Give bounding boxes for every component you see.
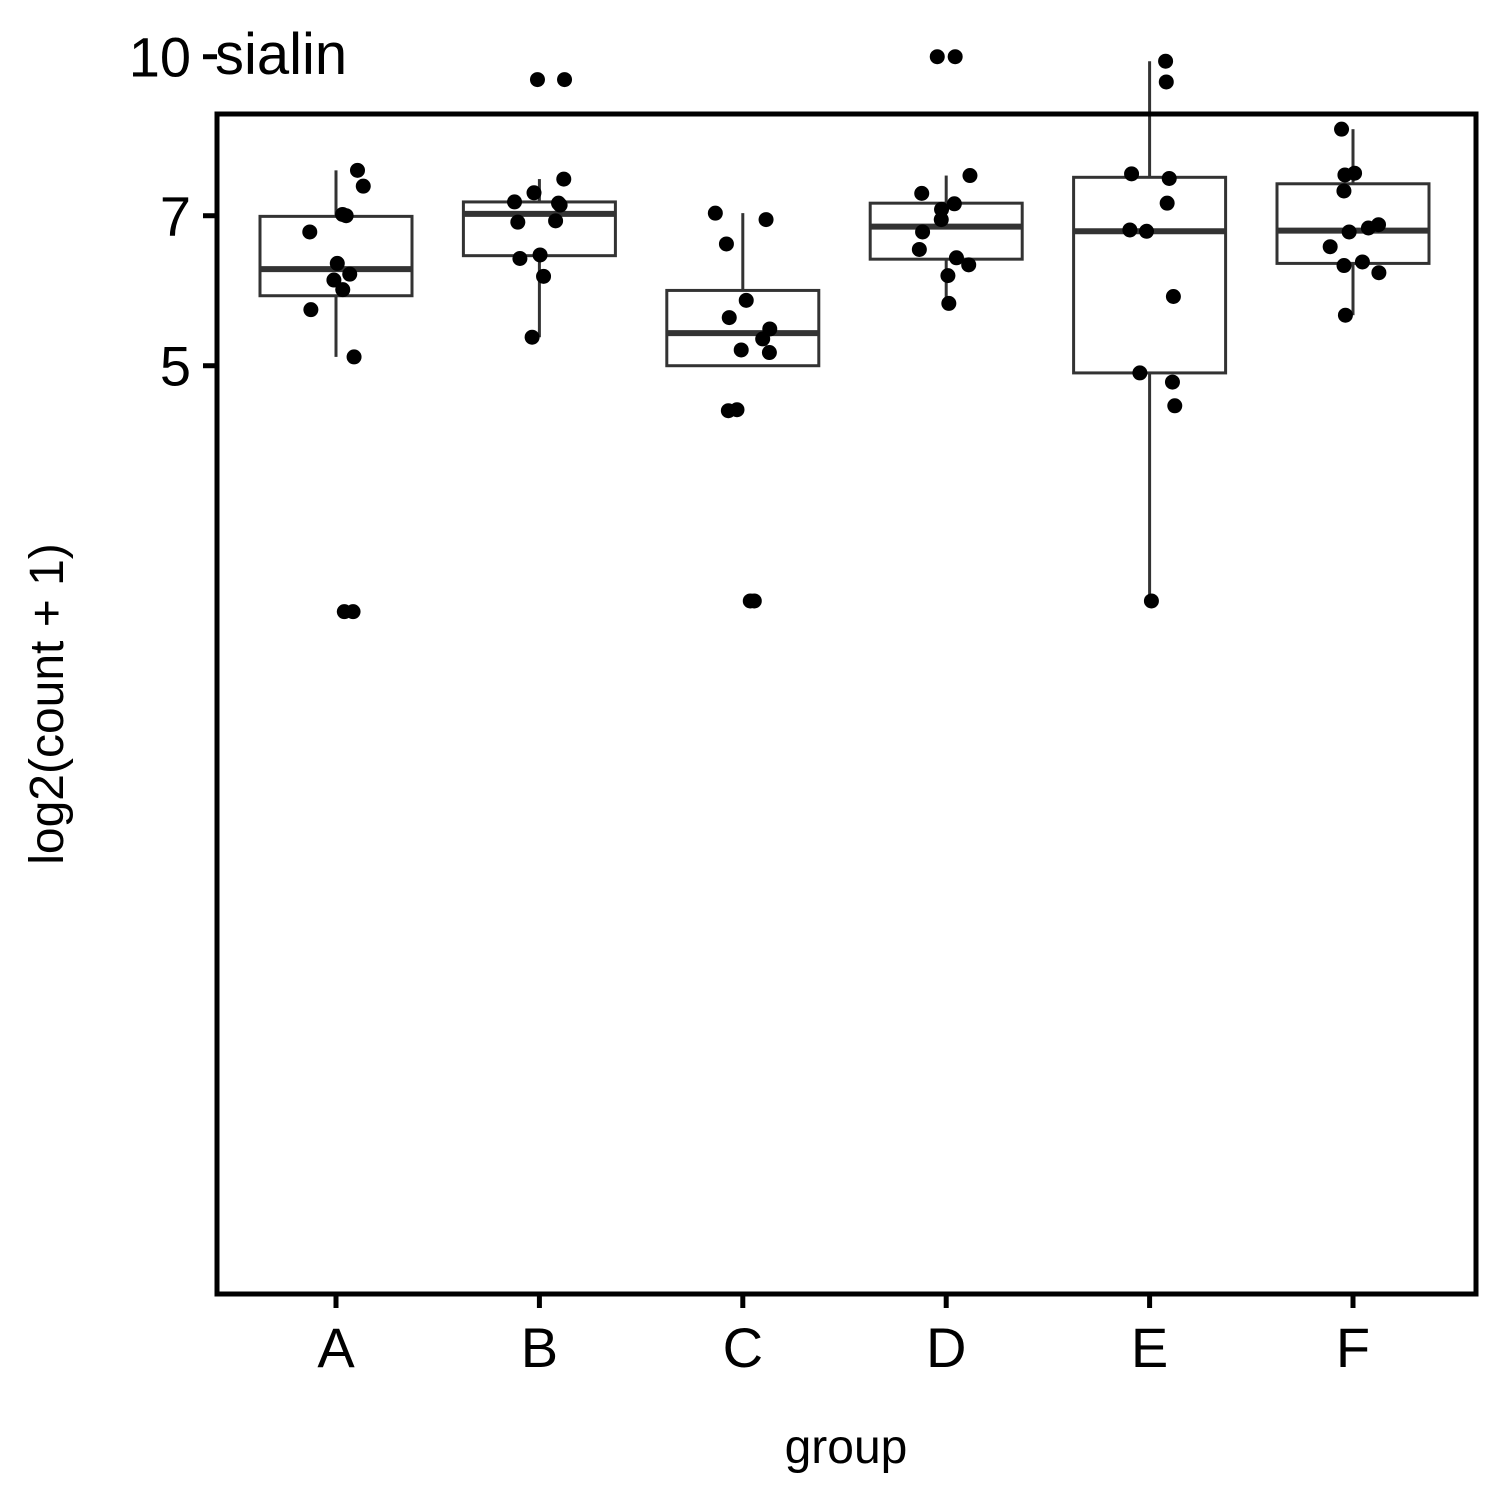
x-tick-label: B [521,1316,558,1379]
data-point [1371,265,1387,281]
data-point [733,342,749,358]
data-point [355,178,371,194]
data-point [720,403,736,419]
x-tick-label: C [723,1316,763,1379]
data-point [1336,258,1352,274]
data-point [755,331,771,347]
data-point [738,292,754,308]
data-point [914,185,930,201]
chart-title: sialin [215,22,347,87]
data-point [962,168,978,184]
data-point [346,349,362,365]
plot-panel-border [214,111,1479,1297]
data-point [532,247,548,263]
data-point [1143,593,1159,609]
box-group-e [1072,53,1228,609]
data-point [1336,183,1352,199]
data-point [302,224,318,240]
y-axis: 5 7 10 [129,26,217,398]
x-tick-label: A [317,1316,355,1379]
data-point [718,236,734,252]
data-point [342,266,358,282]
data-point [338,208,354,224]
data-point [1354,254,1370,270]
data-point [1167,398,1183,414]
y-tick-label: 7 [160,185,191,248]
data-point [721,310,737,326]
data-point [761,345,777,361]
data-point [526,185,542,201]
data-point [947,49,963,65]
data-point [707,205,723,221]
box-group-b [461,72,617,345]
data-point [1159,195,1175,211]
box-group-f [1275,121,1431,323]
data-point [551,195,567,211]
data-point [946,196,962,212]
data-point [1132,365,1148,381]
data-point [1341,224,1357,240]
iqr-box [1072,175,1228,375]
box-group-a [258,162,414,620]
data-point [303,302,319,318]
data-point [524,329,540,345]
plot-content [258,49,1431,620]
data-point [1122,222,1138,238]
data-point [336,604,352,620]
data-point [510,214,526,230]
data-point [557,72,573,88]
box-group-c [665,205,821,609]
data-point [758,212,774,228]
data-point [556,171,572,187]
data-point [1124,166,1140,182]
data-point [1334,121,1350,137]
data-point [536,268,552,284]
y-tick-label: 5 [160,335,191,398]
data-point [326,272,342,288]
data-point [911,241,927,257]
data-point [961,257,977,273]
data-point [1164,374,1180,390]
data-point [746,593,762,609]
data-point [1161,170,1177,186]
data-point [1322,239,1338,255]
data-point [1158,53,1174,69]
data-point [929,49,945,65]
data-point [1165,288,1181,304]
data-point [529,72,545,88]
data-point [548,213,564,229]
data-point [1337,167,1353,183]
data-point [915,224,931,240]
box-group-d [868,49,1024,311]
x-tick-label: F [1336,1316,1370,1379]
data-point [1158,74,1174,90]
data-point [1337,307,1353,323]
x-axis-label: group [785,1421,908,1474]
x-axis: A B C D E F [317,1294,1370,1379]
data-point [349,162,365,178]
data-point [933,212,949,228]
data-point [941,295,957,311]
data-point [1360,220,1376,236]
data-point [329,255,345,271]
iqr-box [1275,182,1431,265]
data-point [948,250,964,266]
x-tick-label: E [1131,1316,1168,1379]
data-point [335,282,351,298]
data-point [512,250,528,266]
x-tick-label: D [926,1316,966,1379]
data-point [507,194,523,210]
data-point [1139,223,1155,239]
data-point [940,268,956,284]
y-tick-label: 10 [129,26,191,89]
y-axis-label: log2(count + 1) [21,543,74,865]
